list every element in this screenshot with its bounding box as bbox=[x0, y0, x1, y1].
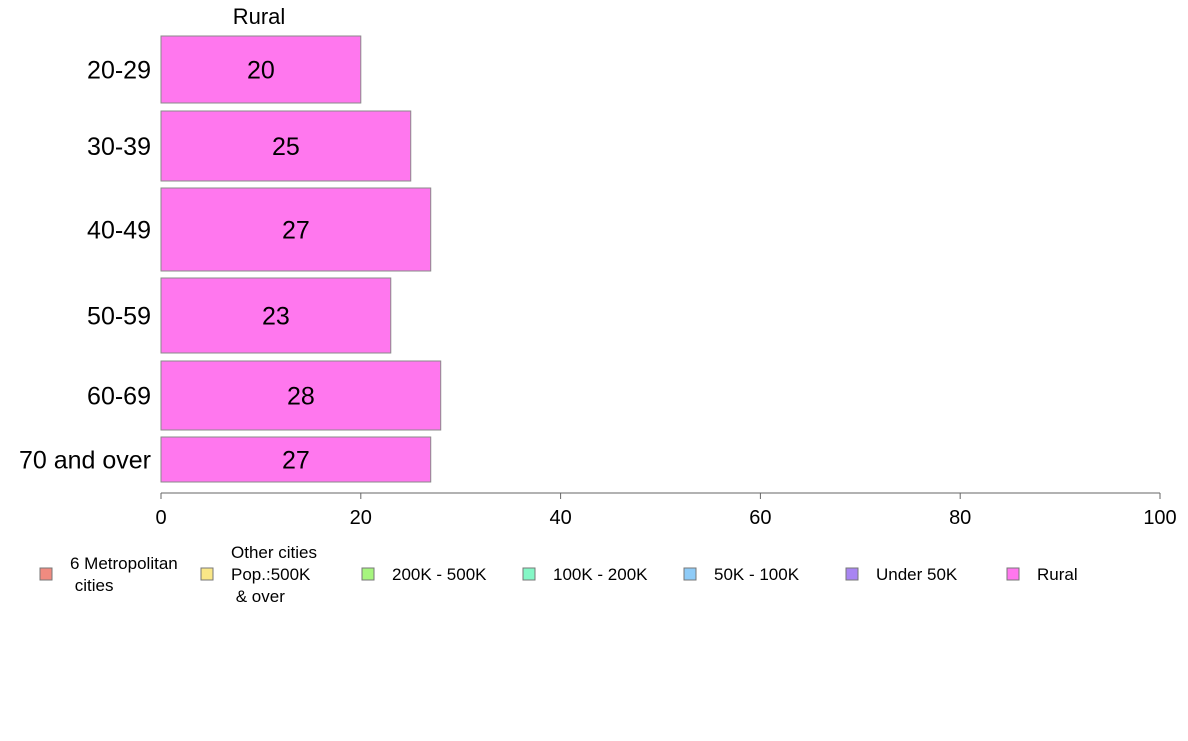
bar-30-39 bbox=[160, 110, 412, 182]
category-label: 50-59 bbox=[87, 303, 151, 331]
bar-60-69 bbox=[160, 360, 442, 431]
chart-title: Rural bbox=[233, 4, 286, 29]
legend-item: Under 50K bbox=[845, 565, 958, 584]
category-label: 30-39 bbox=[87, 133, 151, 161]
bars-layer: 20 20-29 25 30-39 27 40-49 23 50-59 28 60-69 27 70 … bbox=[19, 35, 442, 483]
legend-label: 6 Metropolitan cities bbox=[70, 554, 178, 595]
x-tick-label: 0 bbox=[155, 507, 166, 529]
bar-70-and-over bbox=[160, 436, 432, 483]
legend-label: 100K - 200K bbox=[553, 565, 648, 584]
legend-label: 200K - 500K bbox=[392, 565, 487, 584]
bar-50-59 bbox=[160, 277, 392, 354]
category-label: 70 and over bbox=[19, 447, 151, 475]
bar-value-label: 28 bbox=[287, 383, 315, 411]
category-label: 60-69 bbox=[87, 383, 151, 411]
legend-swatch bbox=[1006, 567, 1020, 581]
legend-item: 6 Metropolitan cities bbox=[39, 554, 178, 595]
category-label: 40-49 bbox=[87, 217, 151, 245]
bar-value-label: 20 bbox=[247, 57, 275, 85]
legend-swatch bbox=[361, 567, 375, 581]
x-tick-label: 60 bbox=[749, 507, 771, 529]
legend-item: 100K - 200K bbox=[522, 565, 648, 584]
x-tick-label: 100 bbox=[1143, 507, 1176, 529]
legend-item: Other cities Pop.:500K & over bbox=[200, 543, 317, 606]
x-tick-label: 20 bbox=[350, 507, 372, 529]
category-label: 20-29 bbox=[87, 57, 151, 85]
legend-swatch bbox=[845, 567, 859, 581]
bar-value-label: 27 bbox=[282, 217, 310, 245]
legend-label: 50K - 100K bbox=[714, 565, 800, 584]
legend-label: Rural bbox=[1037, 565, 1078, 584]
x-tick-label: 80 bbox=[949, 507, 971, 529]
bar-value-label: 25 bbox=[272, 133, 300, 161]
legend: 6 Metropolitan cities Other cities Pop.:50… bbox=[39, 543, 1078, 606]
legend-swatch bbox=[200, 567, 214, 581]
bar-20-29 bbox=[160, 35, 362, 104]
legend-item: 200K - 500K bbox=[361, 565, 487, 584]
legend-label: Other cities Pop.:500K & over bbox=[231, 543, 317, 606]
bar-value-label: 23 bbox=[262, 303, 290, 331]
bar-value-label: 27 bbox=[282, 447, 310, 475]
legend-item: Rural bbox=[1006, 565, 1078, 584]
x-axis: 0 20 40 60 80 100 bbox=[155, 492, 1177, 529]
legend-item: 50K - 100K bbox=[683, 565, 800, 584]
bar-40-49 bbox=[160, 187, 432, 272]
legend-swatch bbox=[39, 567, 53, 581]
legend-swatch bbox=[522, 567, 536, 581]
x-tick-label: 40 bbox=[549, 507, 571, 529]
legend-swatch bbox=[683, 567, 697, 581]
legend-label: Under 50K bbox=[876, 565, 958, 584]
